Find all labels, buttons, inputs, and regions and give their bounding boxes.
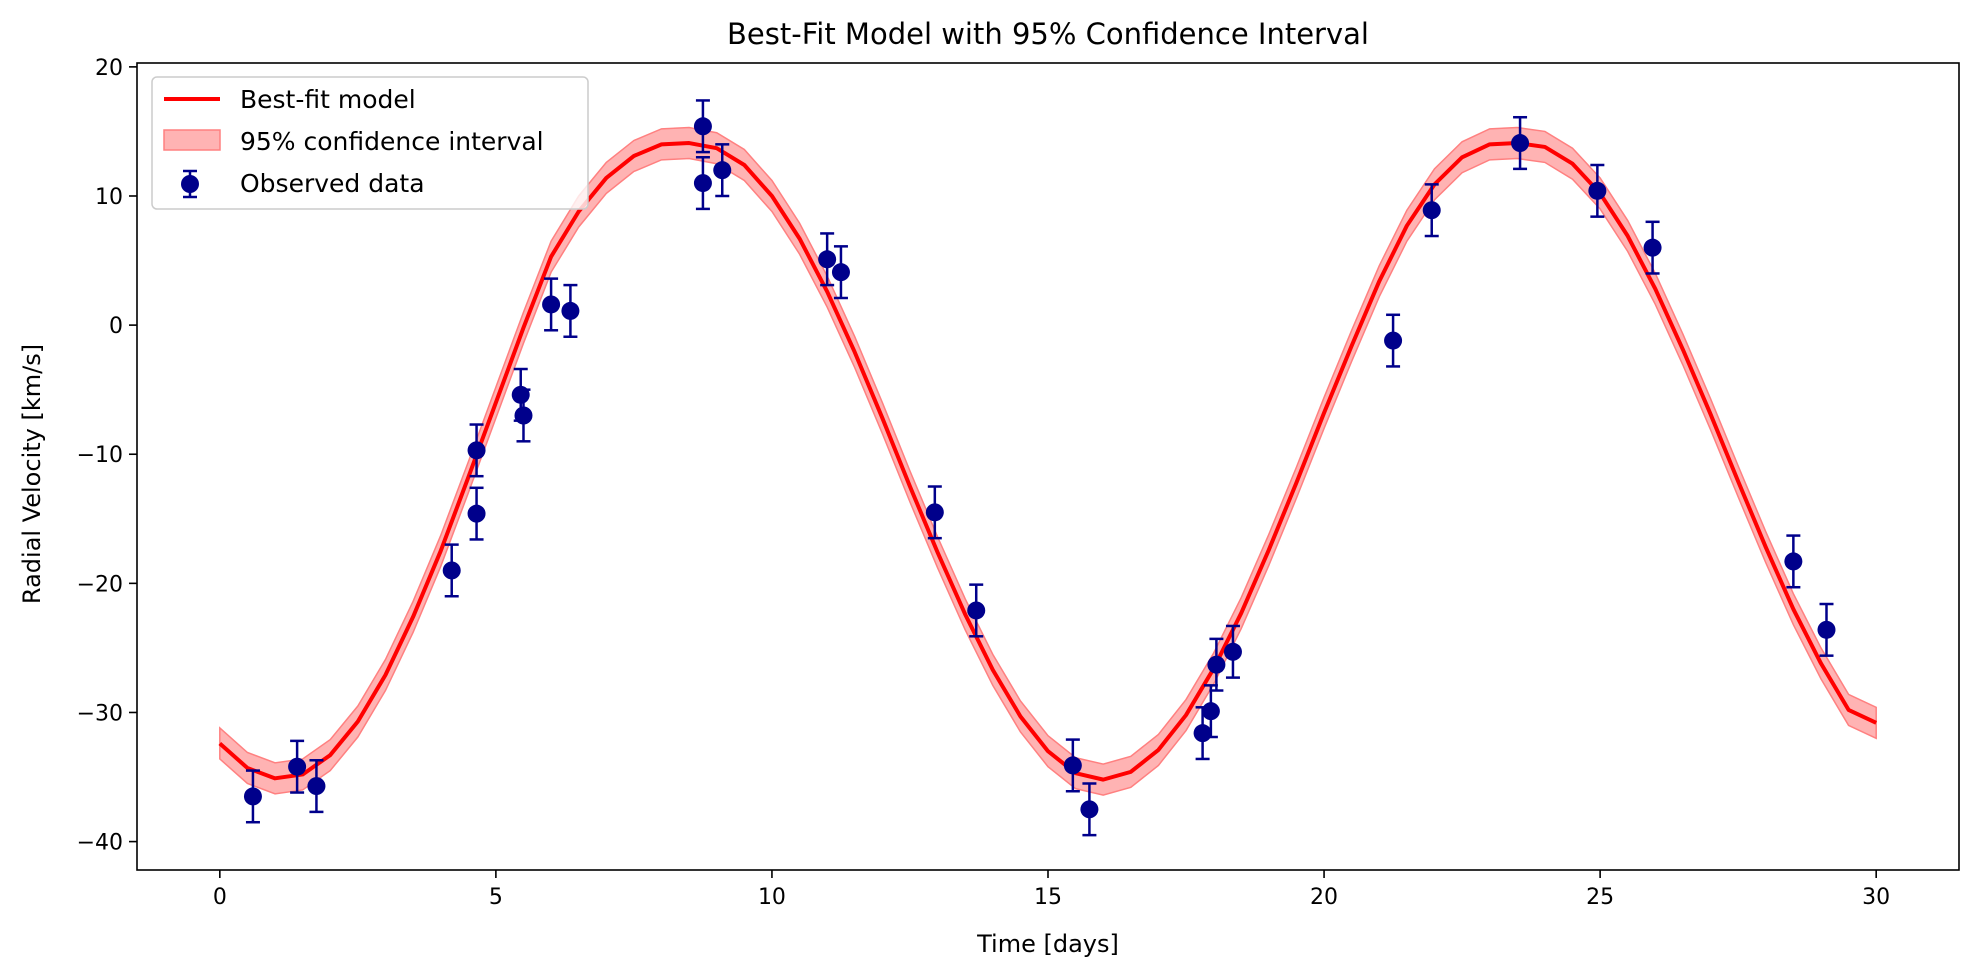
data-point xyxy=(1080,800,1099,819)
data-point xyxy=(561,301,580,320)
y-tick-label: −40 xyxy=(77,831,123,856)
data-point xyxy=(1511,134,1530,153)
y-tick-label: −30 xyxy=(77,701,123,726)
data-point xyxy=(1201,702,1220,721)
y-tick-label: 10 xyxy=(95,185,123,210)
x-tick-label: 5 xyxy=(489,885,503,910)
legend-data-marker xyxy=(181,175,199,193)
data-point xyxy=(467,441,486,460)
y-tick-label: 20 xyxy=(95,56,123,81)
data-point xyxy=(1643,238,1662,257)
confidence-band-layer xyxy=(219,126,1877,796)
data-point xyxy=(1193,724,1212,743)
data-point xyxy=(693,174,712,193)
data-point xyxy=(1207,655,1226,674)
data-point-layer xyxy=(243,117,1836,819)
legend-data-label: Observed data xyxy=(240,169,425,198)
data-point xyxy=(967,601,986,620)
data-point xyxy=(511,385,530,404)
y-axis-label: Radial Velocity [km/s] xyxy=(18,344,46,604)
chart-title: Best-Fit Model with 95% Confidence Inter… xyxy=(727,17,1369,51)
data-point xyxy=(542,295,561,314)
legend-ci-swatch xyxy=(163,129,221,151)
x-tick-layer: 0 5 10 15 20 25 30 xyxy=(213,870,1890,910)
x-axis-label: Time [days] xyxy=(976,930,1119,958)
data-point xyxy=(1422,201,1441,220)
legend-model-label: Best-fit model xyxy=(240,85,416,114)
data-point xyxy=(831,263,850,282)
y-tick-layer: −40 −30 −20 −10 0 10 20 xyxy=(77,56,137,856)
data-point xyxy=(818,250,837,269)
x-tick-label: 30 xyxy=(1862,885,1890,910)
data-point xyxy=(243,787,262,806)
legend-ci-label: 95% confidence interval xyxy=(240,127,544,156)
legend: Best-fit model 95% confidence interval O… xyxy=(151,76,589,210)
y-tick-label: −10 xyxy=(77,443,123,468)
data-point xyxy=(1784,552,1803,571)
data-point xyxy=(514,406,533,425)
x-tick-label: 15 xyxy=(1034,885,1062,910)
data-point xyxy=(713,161,732,180)
confidence-band xyxy=(219,126,1877,796)
data-point xyxy=(442,561,461,580)
data-point xyxy=(925,503,944,522)
data-point xyxy=(1588,181,1607,200)
x-tick-label: 0 xyxy=(213,885,227,910)
data-point xyxy=(288,757,307,776)
data-point xyxy=(693,117,712,136)
x-tick-label: 25 xyxy=(1586,885,1614,910)
y-tick-label: −20 xyxy=(77,572,123,597)
data-point xyxy=(1384,331,1403,350)
legend-box xyxy=(151,76,589,210)
data-point xyxy=(1063,756,1082,775)
data-point xyxy=(1223,642,1242,661)
x-tick-label: 10 xyxy=(758,885,786,910)
data-point xyxy=(307,777,326,796)
y-tick-label: 0 xyxy=(109,314,123,339)
data-point xyxy=(467,504,486,523)
x-tick-label: 20 xyxy=(1310,885,1338,910)
data-point xyxy=(1817,620,1836,639)
